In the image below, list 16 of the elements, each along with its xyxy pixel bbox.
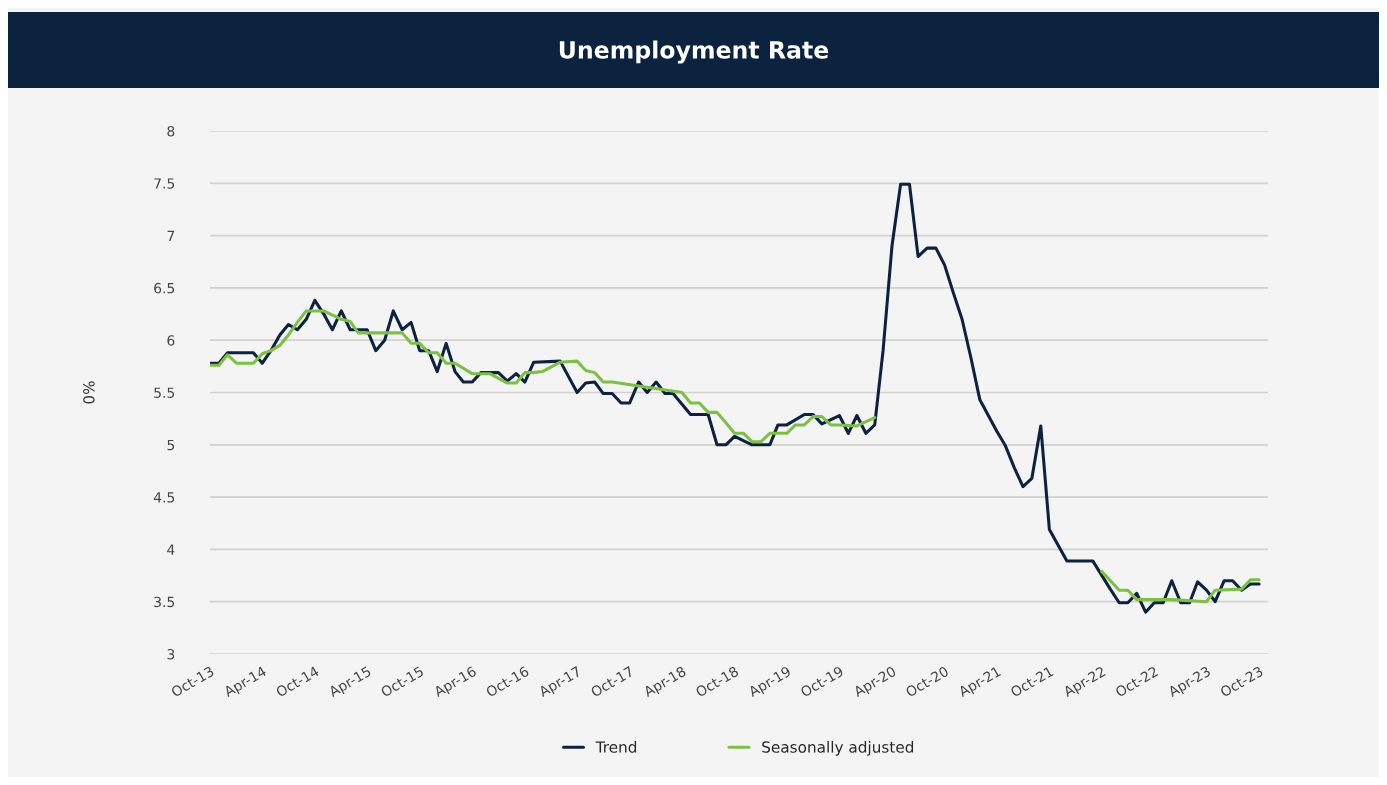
y-tick-label: 5.5: [154, 387, 175, 398]
y-tick-label: 8: [167, 125, 175, 137]
y-tick-label: 4: [167, 544, 175, 555]
y-tick-label: 4.5: [153, 492, 175, 503]
y-tick-label: 6: [167, 335, 175, 346]
y-tick-label: 3.5: [154, 596, 175, 608]
legend-label: Seasonally adjusted: [762, 740, 914, 756]
y-tick-label: 7.5: [154, 178, 175, 189]
y-tick-label: 6.5: [154, 282, 175, 294]
legend-label: Trend: [595, 740, 637, 753]
y-tick-label: 7: [167, 230, 175, 241]
chart-title: Unemployment Rate: [559, 40, 829, 64]
y-tick-label: 3: [167, 648, 175, 660]
line-series: [210, 182, 1261, 614]
y-axis-title: 0%: [83, 381, 95, 404]
y-tick-label: 5: [167, 439, 175, 451]
